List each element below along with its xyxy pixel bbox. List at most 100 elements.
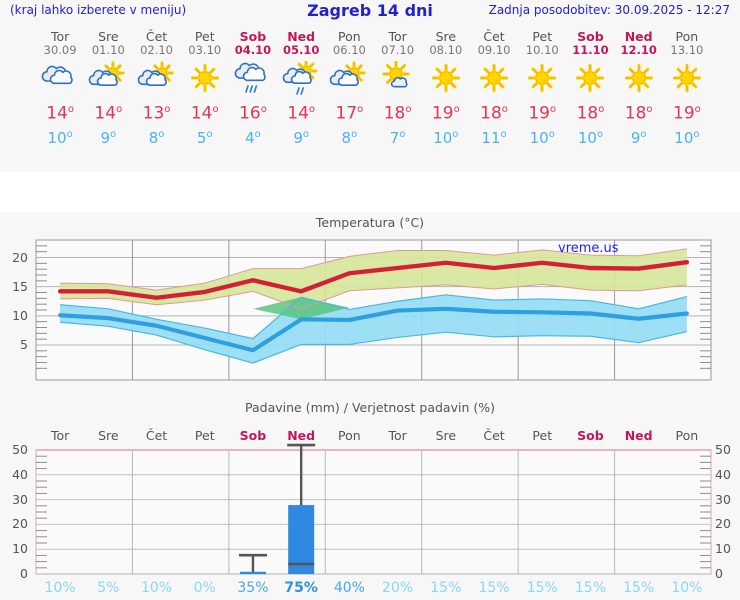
precip-y-tick-left: 0 (20, 566, 28, 581)
day-max-temp: 19o (431, 103, 460, 124)
day-name: Čet (483, 29, 505, 44)
day-column-12[interactable]: Sob 11.10 18o 10o (566, 22, 614, 148)
precip-y-tick-left: 20 (12, 516, 28, 532)
weather-icon-cloudy (36, 61, 84, 95)
day-name: Sob (239, 29, 267, 44)
precip-day-label: Pon (338, 428, 361, 443)
day-column-3[interactable]: Čet 02.10 13o 8o (133, 22, 181, 148)
day-name: Pon (675, 29, 699, 44)
day-date: 01.10 (91, 43, 125, 57)
day-name: Čet (145, 29, 168, 44)
precip-y-tick-right: 10 (715, 541, 731, 557)
location-hint: (kraj lahko izberete v meniju) (10, 3, 187, 17)
precip-day-label: Sre (98, 428, 119, 443)
temperature-chart-title: Temperatura (°C) (315, 215, 425, 230)
day-column-13[interactable]: Ned 12.10 18o 9o (615, 22, 663, 148)
day-date: 11.10 (572, 43, 609, 57)
precip-y-tick-right: 40 (715, 466, 731, 482)
day-date: 08.10 (429, 43, 463, 57)
day-column-14[interactable]: Pon 13.10 19o 10o (663, 22, 711, 148)
precip-day-label: Tor (50, 428, 70, 443)
day-column-4[interactable]: Pet 03.10 14o 5o (181, 22, 229, 148)
day-column-9[interactable]: Sre 08.10 19o 10o (422, 22, 470, 148)
day-min-temp: 5o (196, 128, 213, 147)
day-column-6[interactable]: Ned 05.10 14o 9o (277, 22, 325, 148)
day-min-temp: 10o (577, 128, 604, 147)
precip-probability: 15% (574, 580, 607, 596)
precip-y-tick-left: 30 (12, 491, 28, 507)
day-date: 03.10 (188, 43, 222, 57)
temp-y-tick-left: 10 (12, 307, 28, 323)
precip-day-label: Pon (675, 428, 699, 443)
temperature-chart: Temperatura (°C) 5 10 15 20 vreme.us (0, 215, 740, 397)
day-date: 13.10 (670, 43, 704, 57)
day-name: Tor (50, 29, 70, 44)
precip-probability: 0% (193, 580, 216, 596)
day-date: 05.10 (282, 43, 320, 57)
day-column-2[interactable]: Sre 01.10 14o 9o (84, 22, 132, 148)
day-max-temp: 18o (480, 103, 508, 124)
day-max-temp: 14o (94, 103, 123, 124)
precip-day-label: Pet (194, 428, 215, 443)
weather-icon-partly-sunny (325, 61, 373, 95)
precip-y-tick-left: 10 (12, 541, 28, 557)
day-column-1[interactable]: Tor 30.09 14o 10o (36, 22, 84, 148)
weather-icon-rain (229, 61, 277, 95)
precip-day-label: Ned (624, 428, 653, 443)
weather-icon-sunny (663, 61, 711, 95)
precip-y-tick-left: 40 (12, 466, 28, 482)
precip-probability: 15% (526, 580, 558, 596)
day-name: Ned (287, 29, 316, 44)
day-date: 10.10 (525, 43, 559, 57)
precip-y-tick-right: 0 (715, 566, 723, 581)
precip-probability: 5% (97, 580, 120, 596)
section-divider (0, 172, 740, 212)
weather-icon-sun-rain (277, 61, 325, 95)
day-min-temp: 8o (148, 128, 165, 147)
day-date: 12.10 (620, 43, 657, 57)
weather-icon-sunny (470, 61, 518, 95)
day-column-11[interactable]: Pet 10.10 19o 10o (518, 22, 566, 148)
day-min-temp: 10o (529, 128, 555, 147)
day-name: Pet (194, 29, 215, 44)
day-column-5[interactable]: Sob 04.10 16o 4o (229, 22, 277, 148)
precip-day-label: Sob (577, 428, 604, 443)
day-date: 04.10 (234, 43, 272, 57)
day-min-temp: 11o (481, 128, 507, 147)
precip-probability: 20% (382, 580, 414, 596)
day-max-temp: 14o (190, 103, 219, 124)
day-min-temp: 9o (293, 128, 309, 147)
day-max-temp: 13o (142, 103, 171, 124)
precip-day-label: Pet (532, 428, 553, 443)
day-max-temp: 19o (528, 103, 557, 124)
weather-icon-sunny (615, 61, 663, 95)
day-name: Sre (435, 29, 457, 44)
day-date: 02.10 (140, 43, 173, 57)
precip-probability: 10% (44, 580, 76, 596)
precipitation-chart-title: Padavine (mm) / Verjetnost padavin (%) (245, 400, 495, 415)
precip-y-tick-right: 30 (715, 491, 731, 507)
day-min-temp: 7o (389, 128, 406, 147)
day-name: Pon (338, 29, 361, 44)
precip-probability: 10% (671, 580, 703, 596)
day-date: 06.10 (332, 43, 366, 57)
precip-probability: 40% (333, 580, 365, 596)
day-min-temp: 10o (47, 128, 73, 147)
day-name: Ned (624, 29, 653, 44)
day-name: Sre (98, 29, 119, 44)
day-min-temp: 4o (245, 128, 261, 147)
day-name: Tor (388, 29, 407, 44)
precip-y-tick-right: 50 (715, 442, 731, 457)
day-max-temp: 19o (673, 103, 701, 124)
temp-y-tick-left: 20 (12, 249, 28, 265)
precip-y-tick-right: 20 (715, 516, 731, 532)
weather-icon-sunny (422, 61, 470, 95)
daily-forecast-strip: Tor 30.09 14o 10o Sre 01.10 14o 9o Čet 02.10 13o 8o… (0, 22, 740, 172)
day-max-temp: 18o (576, 103, 605, 124)
day-column-8[interactable]: Tor 07.10 18o 7o (374, 22, 422, 148)
weather-icon-sunny (518, 61, 566, 95)
day-column-7[interactable]: Pon 06.10 17o 8o (325, 22, 373, 148)
day-column-10[interactable]: Čet 09.10 18o 11o (470, 22, 518, 148)
day-max-temp: 14o (46, 103, 74, 124)
precip-y-tick-left: 50 (12, 442, 28, 457)
